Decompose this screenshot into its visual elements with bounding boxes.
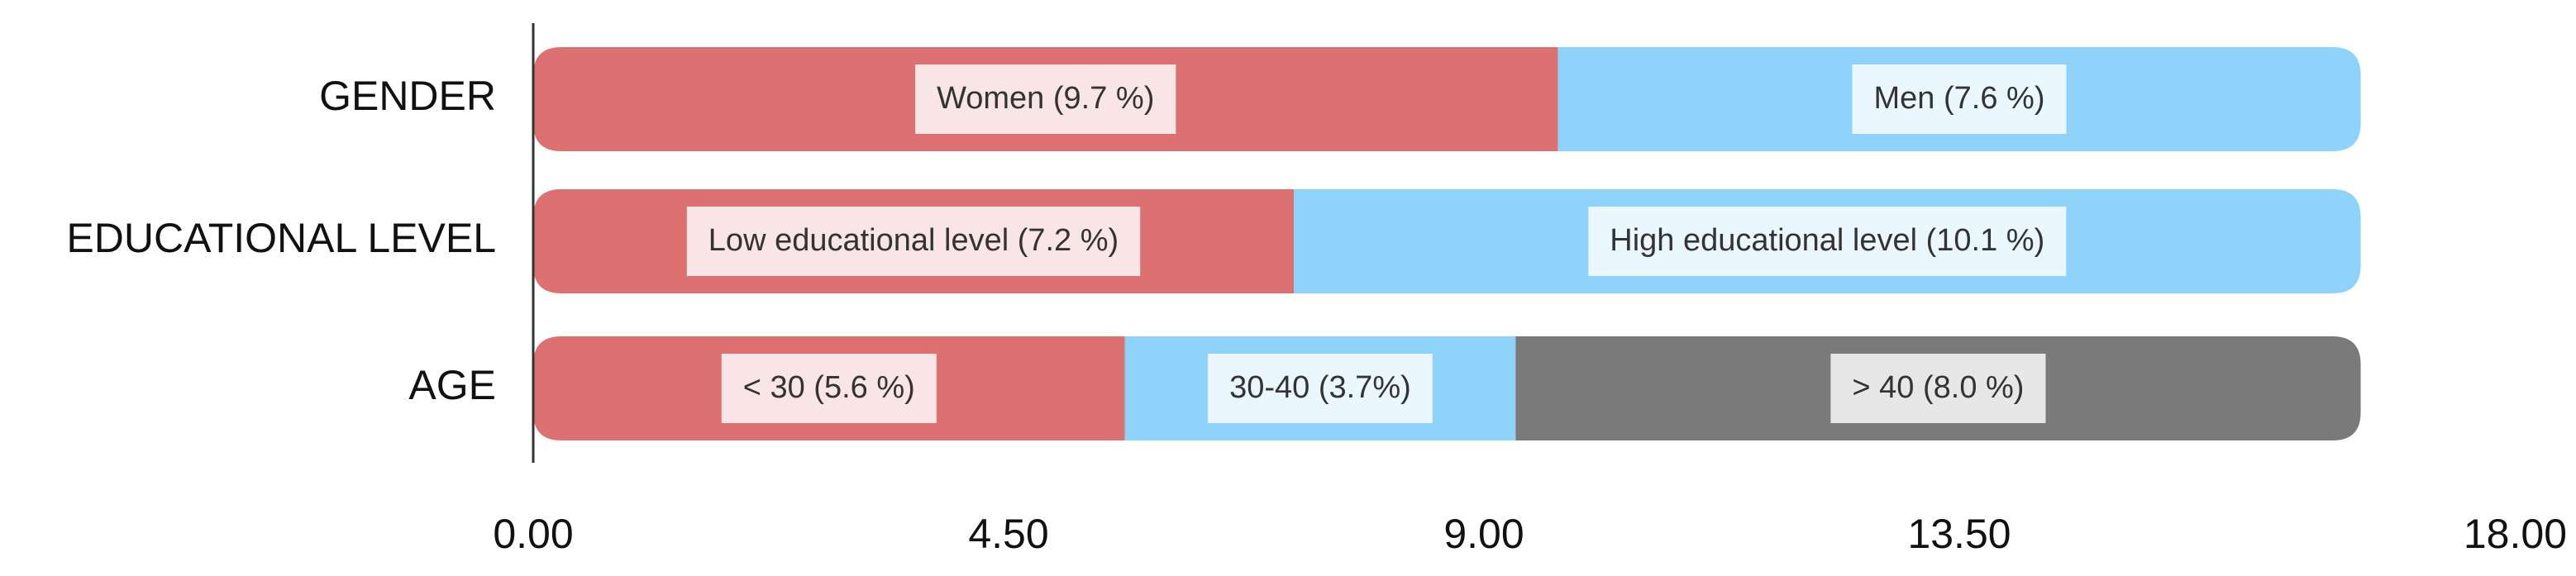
segment-label: > 40 (8.0 %) [1852, 370, 2024, 405]
segment-label: Men (7.6 %) [1874, 81, 2045, 116]
x-tick-label: 4.50 [968, 511, 1048, 557]
category-label: EDUCATIONAL LEVEL [66, 215, 496, 261]
x-tick-label: 13.50 [1907, 511, 2011, 557]
segment-label: Women (9.7 %) [937, 81, 1154, 116]
segment-label: 30-40 (3.7%) [1229, 370, 1411, 405]
segment-label: < 30 (5.6 %) [743, 370, 915, 405]
segment-label-box [1208, 354, 1433, 423]
x-tick-labels-layer: 0.00 4.50 9.00 13.50 18.00 [493, 511, 2567, 557]
segment-label: Low educational level (7.2 %) [708, 223, 1119, 258]
category-label: AGE [408, 362, 496, 408]
segment-label-box [721, 354, 937, 423]
segment-label-box [1588, 207, 2067, 276]
segment-labels-layer: Women (9.7 %) Men (7.6 %) Low educational … [686, 64, 2067, 423]
segment-label-box [915, 64, 1176, 134]
category-labels-layer: GENDER EDUCATIONAL LEVEL AGE [66, 73, 496, 408]
x-tick-label: 0.00 [493, 511, 573, 557]
segment-label: High educational level (10.1 %) [1610, 223, 2044, 258]
segment-label-box [1852, 64, 2067, 134]
x-tick-label: 9.00 [1443, 511, 1524, 557]
segment-label-box [686, 207, 1141, 276]
x-tick-label: 18.00 [2464, 511, 2567, 557]
segment-label-box [1830, 354, 2046, 423]
category-label: GENDER [319, 73, 496, 119]
